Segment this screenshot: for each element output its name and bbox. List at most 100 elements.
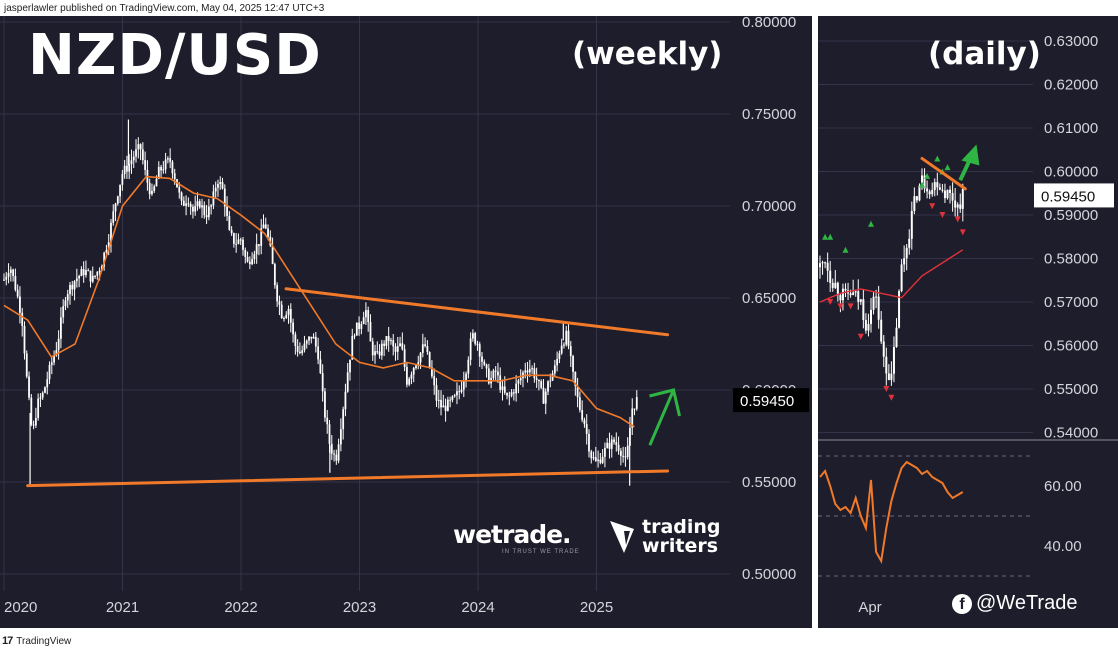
weekly-candle-body	[481, 356, 483, 362]
sell-marker	[827, 299, 834, 305]
weekly-candle-body	[128, 164, 131, 172]
weekly-x-tick: 2022	[224, 599, 257, 616]
weekly-candle-body	[335, 454, 338, 461]
weekly-candle-body	[533, 368, 536, 379]
weekly-candle-body	[123, 165, 126, 175]
indicator-line	[819, 460, 964, 564]
daily-last-price-box	[1034, 183, 1114, 208]
daily-candle-body	[829, 270, 832, 283]
weekly-candle-body	[248, 261, 251, 265]
daily-chart-svg[interactable]: 0.63000 0.62000 0.61000 0.60000 0.59000 0.580…	[818, 16, 1118, 628]
weekly-candle-body	[351, 336, 354, 360]
weekly-candle-body	[456, 391, 458, 396]
weekly-grid	[0, 16, 730, 591]
weekly-candle-body	[239, 239, 242, 241]
daily-candle-body	[946, 189, 949, 199]
weekly-candle-body	[592, 457, 595, 459]
weekly-chart-svg[interactable]: 0.800000.750000.700000.650000.600000.550…	[0, 16, 812, 628]
trading-writers-line1: trading	[642, 516, 721, 538]
daily-candle-body	[928, 191, 931, 195]
sell-marker	[939, 212, 946, 218]
weekly-candle-body	[572, 356, 574, 372]
weekly-candle-body	[312, 336, 315, 339]
weekly-candle-body	[64, 300, 67, 307]
weekly-candle-body	[524, 370, 527, 373]
weekly-candle-body	[178, 187, 181, 193]
weekly-candle-body	[16, 289, 19, 297]
weekly-candle-body	[151, 190, 153, 195]
weekly-candle-body	[157, 166, 160, 179]
weekly-candle-body	[110, 222, 112, 243]
trading-writers-line2: writers	[642, 535, 719, 557]
weekly-candle-body	[148, 182, 151, 195]
weekly-candle-body	[553, 365, 556, 374]
weekly-candle-body	[253, 254, 256, 260]
weekly-candle-body	[21, 312, 24, 326]
weekly-candle-body	[44, 387, 46, 393]
weekly-candle-body	[280, 304, 283, 319]
weekly-candle-body	[85, 270, 87, 276]
weekly-candle-body	[82, 269, 85, 276]
weekly-candle-body	[492, 370, 495, 378]
daily-candle-body	[936, 182, 939, 188]
weekly-candle-body	[542, 387, 545, 404]
weekly-x-tick: 2020	[4, 599, 37, 616]
weekly-candle-body	[41, 392, 44, 398]
weekly-candle-body	[189, 203, 192, 207]
weekly-candle-body	[166, 158, 169, 160]
weekly-candle-body	[303, 343, 306, 351]
weekly-candle-body	[319, 359, 322, 374]
daily-y-tick: 0.62000	[1044, 77, 1098, 94]
weekly-candle-body	[472, 333, 474, 339]
weekly-candle-body	[87, 270, 90, 272]
weekly-candle-body	[465, 373, 467, 381]
daily-chart-panel[interactable]: 0.63000 0.62000 0.61000 0.60000 0.59000 0.580…	[818, 16, 1118, 628]
weekly-candle-body	[606, 442, 609, 448]
weekly-candle-body	[526, 370, 529, 373]
daily-y-tick: 0.60000	[1044, 164, 1098, 181]
weekly-candle-body	[276, 285, 279, 302]
daily-candle-body	[867, 323, 870, 331]
weekly-candle-body	[60, 317, 62, 339]
daily-candle-body	[826, 262, 829, 271]
sell-marker	[847, 303, 854, 310]
weekly-candle-body	[103, 252, 106, 267]
daily-y-tick: 0.55000	[1044, 381, 1098, 398]
daily-candle-body	[895, 327, 898, 348]
weekly-candle-body	[590, 451, 593, 459]
weekly-candle-body	[96, 271, 99, 276]
daily-trendline	[920, 156, 967, 191]
weekly-chart-panel[interactable]: 0.800000.750000.700000.650000.600000.550…	[0, 16, 812, 628]
weekly-candle-body	[408, 378, 411, 385]
daily-candle-body	[875, 296, 878, 298]
buy-marker	[919, 181, 925, 188]
weekly-candle-body	[237, 239, 240, 244]
daily-candle-body	[931, 189, 934, 195]
weekly-arrow	[648, 388, 681, 446]
weekly-candle-body	[535, 378, 538, 380]
daily-candle-body	[949, 189, 952, 193]
daily-candle-body	[880, 319, 883, 342]
weekly-candle-body	[544, 391, 547, 404]
weekly-candle-body	[517, 380, 520, 384]
weekly-candle-body	[462, 380, 465, 390]
weekly-candle-body	[585, 424, 588, 434]
daily-candle-body	[877, 296, 880, 320]
weekly-candle-body	[474, 333, 477, 344]
daily-moving-average	[819, 249, 964, 303]
daily-grid	[818, 40, 1033, 433]
tradingview-footer[interactable]: 17 TradingView	[2, 634, 71, 648]
weekly-candle-body	[251, 259, 254, 265]
weekly-candle-body	[483, 361, 486, 365]
weekly-candle-body	[383, 343, 386, 346]
weekly-candle-body	[23, 325, 26, 354]
weekly-y-tick: 0.55000	[742, 474, 796, 491]
weekly-candle-body	[299, 351, 301, 354]
weekly-trendline-upper	[284, 287, 670, 337]
daily-candle-body	[903, 258, 906, 265]
weekly-candle-body	[549, 380, 552, 382]
weekly-candle-body	[25, 353, 28, 377]
weekly-candle-body	[232, 233, 235, 244]
indicator-y-tick: 40.00	[1044, 538, 1082, 555]
weekly-candle-body	[421, 344, 424, 353]
